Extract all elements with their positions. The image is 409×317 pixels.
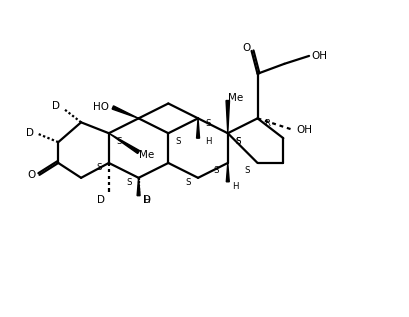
Text: Me: Me: [228, 93, 243, 102]
Text: D: D: [142, 195, 151, 205]
Text: D: D: [25, 128, 34, 138]
Text: S: S: [96, 164, 102, 172]
Text: H: H: [205, 137, 211, 146]
Text: H: H: [232, 182, 239, 191]
Text: O: O: [27, 170, 36, 180]
Text: S: S: [245, 166, 250, 175]
Text: D: D: [52, 101, 60, 112]
Text: OH: OH: [296, 125, 312, 135]
Text: S: S: [205, 119, 211, 128]
Text: D: D: [97, 195, 105, 205]
Polygon shape: [226, 163, 229, 182]
Text: S: S: [185, 178, 191, 187]
Text: S: S: [235, 137, 240, 146]
Text: S: S: [126, 178, 131, 187]
Text: OH: OH: [311, 51, 327, 61]
Polygon shape: [112, 106, 139, 118]
Text: H: H: [143, 196, 150, 205]
Text: S: S: [175, 137, 181, 146]
Polygon shape: [197, 118, 200, 138]
Polygon shape: [137, 178, 140, 196]
Text: S: S: [213, 166, 219, 175]
Text: S: S: [116, 137, 121, 146]
Text: Me: Me: [139, 150, 154, 160]
Text: R: R: [265, 119, 270, 128]
Text: O: O: [243, 43, 251, 53]
Text: HO: HO: [93, 102, 109, 113]
Text: S: S: [235, 137, 240, 146]
Polygon shape: [109, 133, 139, 153]
Polygon shape: [226, 100, 229, 133]
